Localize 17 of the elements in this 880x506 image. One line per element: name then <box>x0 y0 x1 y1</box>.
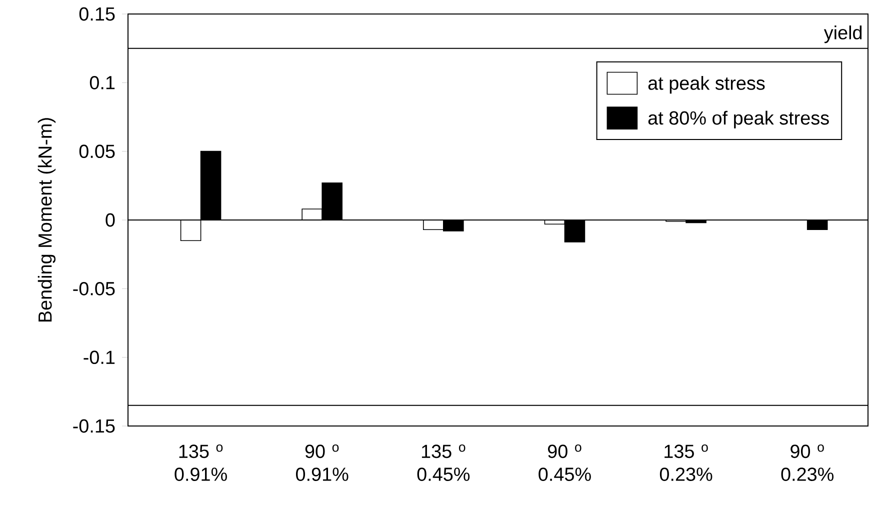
y-tick-label: -0.1 <box>84 350 115 364</box>
y-tick-label: 0 <box>106 213 115 227</box>
legend-label: at peak stress <box>648 76 765 94</box>
x-tick-label: 135 $^{o}$ 0.91% <box>174 444 227 481</box>
y-tick-label: 0.1 <box>90 76 115 90</box>
x-tick-label: 135 $^{o}$ 0.45% <box>417 444 470 481</box>
x-tick-label: 135 $^{o}$ 0.23% <box>660 444 712 481</box>
legend-label: at 80% of peak stress <box>648 110 829 128</box>
x-tick-label: 90 $^{o}$ 0.23% <box>781 444 834 481</box>
y-tick-label: -0.15 <box>73 419 115 433</box>
y-tick-label: -0.05 <box>73 282 115 296</box>
y-tick-label: 0.05 <box>79 144 115 158</box>
y-tick-label: 0.15 <box>79 7 115 21</box>
x-tick-label: 90 $^{o}$ 0.91% <box>296 444 348 481</box>
y-axis-title: Bending Moment (kN-m) <box>38 118 56 322</box>
x-tick-label: 90 $^{o}$ 0.45% <box>538 444 591 481</box>
ref-line-label: yield <box>824 25 862 44</box>
